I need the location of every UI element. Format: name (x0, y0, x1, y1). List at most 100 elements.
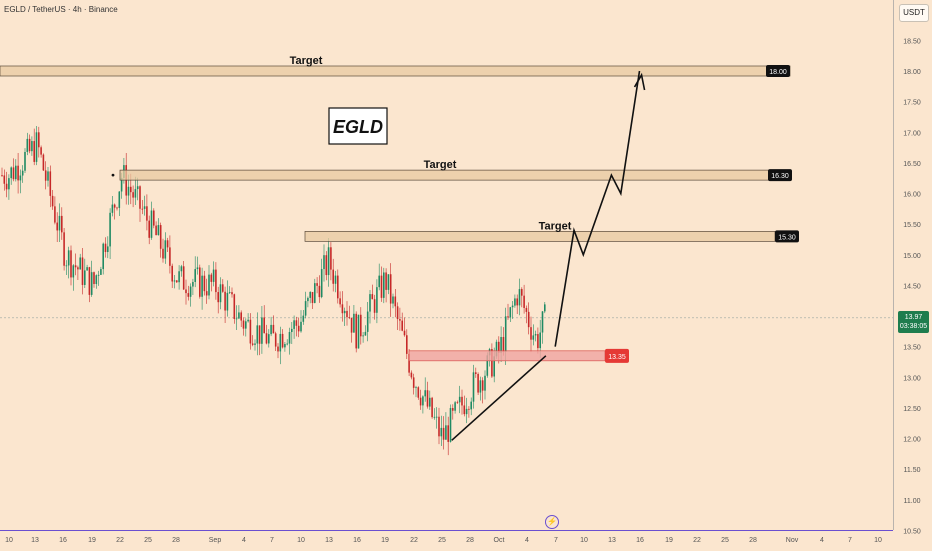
candle (205, 291, 208, 296)
candle (5, 183, 8, 190)
candle (337, 275, 339, 299)
candle (171, 265, 173, 282)
time-tick-label: 25 (144, 537, 152, 544)
candle (385, 272, 387, 290)
candle (146, 206, 148, 221)
lightning-icon[interactable]: ⚡ (545, 515, 559, 529)
time-tick-label: Nov (786, 537, 799, 544)
target-zone[interactable] (0, 65, 791, 77)
candle (104, 243, 107, 253)
target-price-badge (768, 169, 792, 182)
candle (383, 272, 385, 298)
candle (463, 405, 466, 415)
candle (516, 298, 518, 306)
price-scale[interactable] (893, 0, 932, 530)
candle (502, 337, 505, 352)
candle (424, 390, 426, 397)
zone-anchor-dot (111, 173, 115, 177)
candle (445, 425, 447, 440)
candle (26, 138, 29, 152)
price-tick-label: 12.00 (903, 437, 921, 444)
candle (100, 269, 102, 275)
price-tick-label: 10.50 (903, 528, 921, 535)
candle (113, 204, 116, 208)
candle (380, 275, 383, 298)
candle (479, 380, 482, 393)
candle (3, 175, 6, 184)
candle (373, 299, 376, 313)
candle (270, 324, 272, 335)
candle (433, 416, 436, 418)
candle (235, 318, 238, 320)
candle (93, 272, 95, 285)
candle (67, 250, 70, 266)
price-tick-label: 13.50 (903, 345, 921, 352)
price-tick-label: 17.50 (903, 100, 921, 107)
target-label: Target (290, 55, 323, 67)
candle (277, 346, 279, 352)
candle (491, 349, 493, 377)
candle (272, 324, 275, 334)
candle (447, 425, 449, 442)
egld-logo-text: EGLD (333, 117, 383, 137)
candle (182, 266, 185, 290)
support-zone[interactable] (408, 350, 606, 362)
candle (291, 328, 293, 333)
projection-path[interactable] (554, 70, 641, 347)
candle (514, 298, 516, 306)
candle (132, 192, 134, 198)
time-tick-label: 4 (525, 537, 529, 544)
candle (222, 284, 224, 292)
candle (56, 222, 58, 231)
candle (332, 269, 334, 284)
candle (238, 312, 240, 319)
candle (102, 243, 104, 270)
target-price-badge (766, 65, 790, 77)
candle (79, 257, 81, 270)
ascending-trendline[interactable] (451, 355, 547, 441)
candle (371, 294, 374, 300)
candle (134, 189, 137, 198)
candle (284, 344, 286, 348)
currency-button[interactable]: USDT (899, 4, 929, 22)
candle (210, 274, 213, 282)
candle (346, 310, 348, 318)
target-zone[interactable] (119, 169, 791, 181)
candle (350, 317, 353, 333)
candle (189, 286, 192, 297)
candle (169, 247, 171, 266)
candle (295, 320, 298, 326)
candle (187, 293, 190, 297)
candle (212, 269, 215, 282)
candle (173, 280, 176, 282)
candle (81, 257, 84, 285)
candle (44, 170, 47, 181)
candle (378, 275, 380, 288)
candle (136, 186, 139, 190)
candle (498, 341, 500, 353)
candle (477, 373, 479, 393)
time-tick-label: 10 (580, 537, 588, 544)
current-price-badge: 13.97 03:38:05 (898, 311, 929, 333)
candle (72, 265, 75, 278)
candle (208, 274, 210, 296)
candle (357, 314, 360, 349)
target-label: Target (424, 159, 457, 171)
candle (164, 240, 167, 259)
target-zone[interactable] (304, 231, 776, 242)
candle (366, 311, 369, 332)
candle (509, 307, 512, 318)
candle (12, 167, 15, 180)
time-axis[interactable] (0, 530, 893, 551)
time-tick-label: Sep (209, 537, 222, 544)
candle (70, 250, 72, 278)
candle (330, 247, 332, 270)
candle (40, 147, 42, 155)
candle (109, 212, 111, 247)
candle (495, 341, 498, 357)
candle (314, 283, 316, 303)
candle (399, 319, 401, 321)
time-tick-label: 13 (31, 537, 39, 544)
